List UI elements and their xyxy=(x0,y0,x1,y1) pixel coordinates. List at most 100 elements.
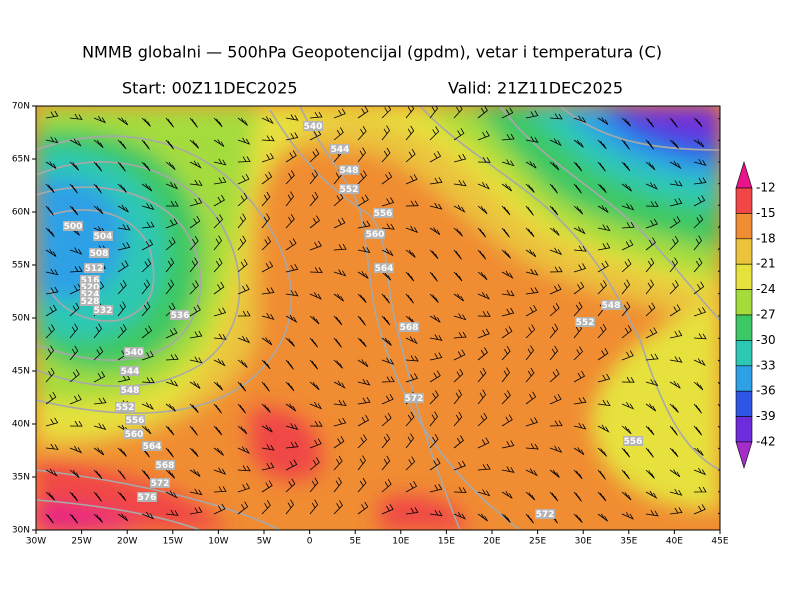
wind-barb xyxy=(525,160,537,169)
wind-barb xyxy=(453,389,463,405)
wind-barb xyxy=(165,237,176,251)
wind-barb xyxy=(165,200,179,207)
wind-barb xyxy=(501,367,510,383)
colorbar-label: -42 xyxy=(756,435,776,449)
contour-label: 564 xyxy=(375,264,394,274)
contour-label: 556 xyxy=(624,437,643,447)
wind-barb xyxy=(93,371,106,383)
contour-label: 540 xyxy=(125,348,144,358)
wind-barb xyxy=(213,425,223,436)
wind-barb xyxy=(117,491,127,502)
wind-barb xyxy=(285,289,299,297)
wind-barb xyxy=(453,331,467,339)
wind-barb xyxy=(309,292,322,300)
contour-label-box xyxy=(339,184,359,194)
wind-barb xyxy=(237,381,247,392)
wind-barb xyxy=(69,445,83,454)
wind-barb xyxy=(669,469,681,478)
wind-barb xyxy=(405,174,418,185)
wind-barb xyxy=(333,435,345,449)
wind-barb xyxy=(237,259,248,273)
wind-barb xyxy=(285,238,297,251)
wind-barb xyxy=(117,161,126,172)
wind-barb xyxy=(621,258,632,273)
wind-barb xyxy=(669,160,682,170)
wind-barb xyxy=(549,247,563,256)
wind-barb xyxy=(357,246,371,253)
contour-label-box xyxy=(125,415,145,425)
wind-barb xyxy=(597,373,611,383)
colorbar-label: -24 xyxy=(756,282,776,296)
temperature-region xyxy=(590,300,720,510)
wind-barb xyxy=(453,349,466,361)
wind-barb xyxy=(213,235,222,251)
wind-barb xyxy=(477,205,488,215)
wind-barb xyxy=(333,243,347,251)
lon-label: 5E xyxy=(349,537,361,547)
wind-barb xyxy=(477,156,491,163)
wind-barb xyxy=(141,139,150,150)
wind-barb xyxy=(693,139,705,148)
wind-barb xyxy=(597,260,609,273)
wind-barb xyxy=(189,304,201,317)
wind-barb xyxy=(141,239,154,251)
contour-label: 556 xyxy=(374,209,393,219)
wind-barb xyxy=(189,280,199,295)
colorbar-segment xyxy=(735,314,753,341)
wind-barb xyxy=(621,350,634,361)
wind-barb xyxy=(477,463,491,471)
wind-barb xyxy=(381,125,390,141)
wind-barb xyxy=(381,455,391,471)
wind-barb xyxy=(261,359,271,370)
wind-barb xyxy=(429,314,441,323)
wind-barb xyxy=(429,227,441,236)
wind-barb xyxy=(573,447,585,456)
wind-barb xyxy=(549,491,559,502)
wind-barb xyxy=(429,106,438,119)
wind-barb xyxy=(309,315,320,325)
wind-barb xyxy=(453,128,465,141)
wind-barb xyxy=(261,312,275,320)
wind-barb xyxy=(117,280,127,295)
wind-barb xyxy=(285,459,298,471)
wind-barb xyxy=(333,127,344,141)
wind-barb xyxy=(501,490,513,499)
contour-label: 572 xyxy=(405,394,424,404)
wind-barb xyxy=(93,139,104,149)
wind-barb xyxy=(69,369,80,383)
wind-barb xyxy=(261,403,271,413)
wind-barb xyxy=(597,424,610,433)
wind-barb xyxy=(45,443,59,450)
wind-barb xyxy=(357,270,369,279)
wind-barb xyxy=(645,425,655,436)
wind-barb xyxy=(381,376,395,383)
wind-barb xyxy=(357,359,369,368)
wind-barb xyxy=(189,488,203,496)
wind-barb xyxy=(501,270,514,279)
wind-barb xyxy=(549,469,560,478)
wind-barb xyxy=(189,235,199,251)
wind-barb xyxy=(189,381,201,389)
wind-barb xyxy=(597,323,607,339)
wind-barb xyxy=(453,411,463,427)
lat-label: 70N xyxy=(12,102,30,112)
wind-barb xyxy=(69,469,80,479)
contour-label: 508 xyxy=(90,249,109,259)
colorbar-label: -33 xyxy=(756,358,776,372)
wind-barb xyxy=(525,287,539,295)
wind-barb xyxy=(213,486,227,493)
wind-barb xyxy=(285,191,294,207)
contour-label-box xyxy=(155,460,175,470)
contour-label-box xyxy=(404,393,424,403)
contour-label: 560 xyxy=(125,430,144,440)
wind-barb xyxy=(309,240,322,251)
wind-barb xyxy=(525,205,534,216)
wind-barb xyxy=(477,181,490,190)
contour-label-box xyxy=(601,300,621,310)
wind-barb xyxy=(693,177,707,185)
wind-barb xyxy=(237,359,248,368)
wind-barb xyxy=(213,403,222,414)
wind-barb xyxy=(45,136,59,144)
wind-barb xyxy=(549,420,563,427)
lat-label: 40N xyxy=(12,420,30,430)
